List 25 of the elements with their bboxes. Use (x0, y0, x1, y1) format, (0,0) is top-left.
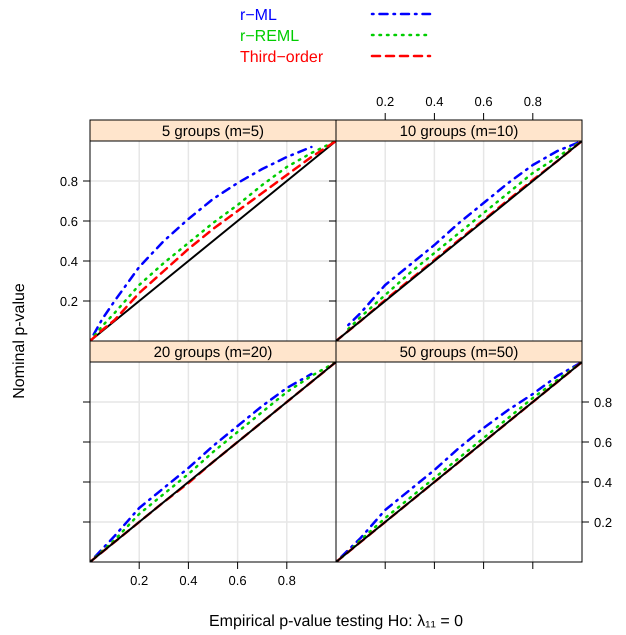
y2-tick-label: 0.6 (594, 435, 612, 450)
chart-title: 20 groups (m=20) (154, 344, 272, 361)
y-tick-label: 0.2 (60, 294, 78, 309)
x-tick-label: 0.6 (228, 573, 247, 588)
x2-tick-label: 0.4 (425, 94, 444, 109)
chart-title: 10 groups (m=10) (400, 123, 518, 140)
chart-title: 5 groups (m=5) (162, 123, 264, 140)
x-tick-label: 0.8 (278, 573, 296, 588)
x2-tick-label: 0.6 (474, 94, 493, 109)
y-tick-label: 0.4 (60, 254, 78, 269)
text: Third−order (240, 49, 324, 66)
text: r−REML (240, 28, 300, 45)
y2-tick-label: 0.4 (594, 475, 612, 490)
y-tick-label: 0.6 (60, 214, 78, 229)
x2-tick-label: 0.2 (376, 94, 394, 109)
y-axis-title: Nominal p-value (11, 283, 28, 399)
text: r−ML (240, 7, 277, 24)
x-tick-label: 0.2 (130, 573, 148, 588)
y2-tick-label: 0.8 (594, 395, 612, 410)
chart-title: 50 groups (m=50) (400, 344, 518, 361)
x-axis-title: Empirical p-value testing Ho: λ₁₁ = 0 (208, 613, 464, 630)
y-tick-label: 0.8 (60, 174, 78, 189)
x2-tick-label: 0.8 (524, 94, 542, 109)
x-tick-label: 0.4 (179, 573, 198, 588)
y2-tick-label: 0.2 (594, 515, 612, 530)
